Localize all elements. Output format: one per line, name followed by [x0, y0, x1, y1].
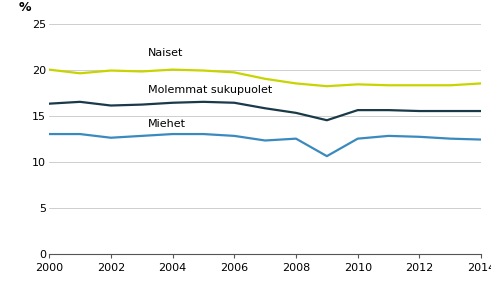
Text: Naiset: Naiset	[148, 48, 183, 58]
Text: %: %	[19, 1, 31, 14]
Text: Molemmat sukupuolet: Molemmat sukupuolet	[148, 85, 272, 95]
Text: Miehet: Miehet	[148, 119, 186, 130]
